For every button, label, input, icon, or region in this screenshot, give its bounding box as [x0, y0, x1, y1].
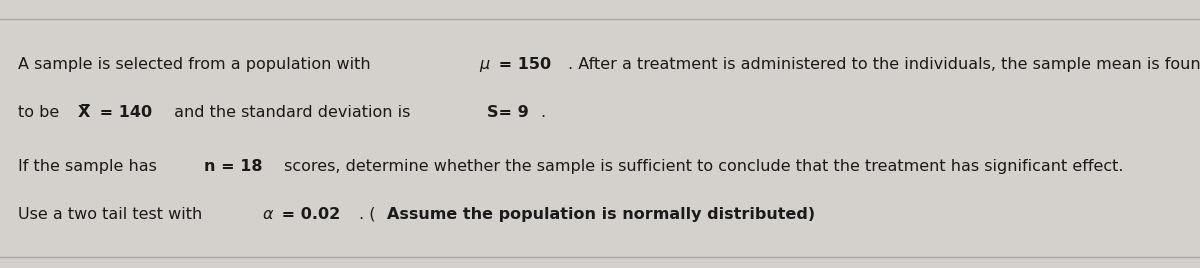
- Text: = 140: = 140: [94, 105, 152, 120]
- Text: X̅: X̅: [78, 105, 90, 120]
- Text: S= 9: S= 9: [487, 105, 529, 120]
- Text: n = 18: n = 18: [204, 159, 263, 174]
- Text: . After a treatment is administered to the individuals, the sample mean is found: . After a treatment is administered to t…: [568, 57, 1200, 72]
- Text: = 0.02: = 0.02: [276, 207, 340, 222]
- Text: A sample is selected from a population with: A sample is selected from a population w…: [18, 57, 376, 72]
- Text: scores, determine whether the sample is sufficient to conclude that the treatmen: scores, determine whether the sample is …: [280, 159, 1123, 174]
- Text: Assume the population is normally distributed): Assume the population is normally distri…: [386, 207, 815, 222]
- Text: μ: μ: [480, 57, 490, 72]
- Text: .: .: [541, 105, 546, 120]
- Text: If the sample has: If the sample has: [18, 159, 162, 174]
- Text: = 150: = 150: [493, 57, 551, 72]
- Text: and the standard deviation is: and the standard deviation is: [169, 105, 415, 120]
- Text: α: α: [263, 207, 272, 222]
- Text: to be: to be: [18, 105, 65, 120]
- Text: Use a two tail test with: Use a two tail test with: [18, 207, 208, 222]
- Text: . (: . (: [359, 207, 380, 222]
